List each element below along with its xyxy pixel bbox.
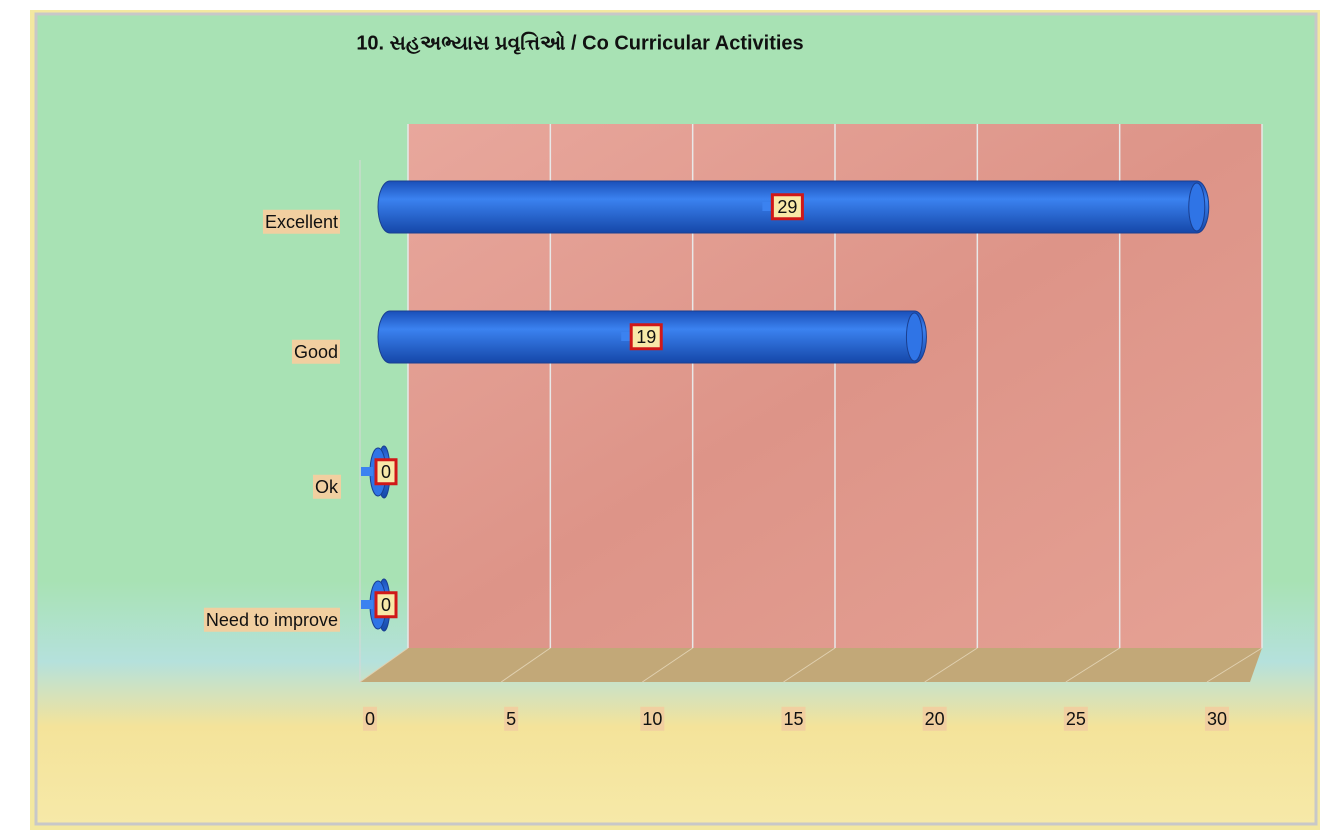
label-background bbox=[922, 706, 947, 731]
label-background bbox=[640, 706, 665, 731]
floor-grid-line bbox=[359, 647, 409, 683]
label-leader bbox=[621, 332, 634, 341]
label-background bbox=[629, 323, 663, 351]
floor-grid-line bbox=[642, 647, 693, 683]
x-tick-label: 20 bbox=[925, 709, 945, 729]
x-tick-label: 5 bbox=[506, 709, 516, 729]
floor-grid-line bbox=[924, 647, 978, 683]
label-background bbox=[374, 458, 398, 486]
data-label: 19 bbox=[636, 327, 656, 347]
y-tick-label: Need to improve bbox=[206, 610, 338, 630]
y-tick-label: Good bbox=[294, 342, 338, 362]
floor-grid-line bbox=[1065, 647, 1120, 683]
y-tick-label: Ok bbox=[315, 477, 339, 497]
label-leader bbox=[361, 600, 373, 609]
bar-cap bbox=[905, 312, 923, 362]
label-background bbox=[262, 209, 340, 234]
label-background bbox=[203, 607, 340, 632]
label-background bbox=[374, 591, 398, 619]
floor-grid-line bbox=[783, 647, 836, 683]
label-background bbox=[781, 706, 806, 731]
x-tick-label: 10 bbox=[642, 709, 662, 729]
x-tick-label: 0 bbox=[365, 709, 375, 729]
label-background bbox=[291, 339, 340, 364]
x-tick-label: 25 bbox=[1066, 709, 1086, 729]
label-background bbox=[312, 474, 341, 499]
label-leader bbox=[361, 467, 373, 476]
label-leader bbox=[762, 202, 775, 211]
data-label: 29 bbox=[777, 197, 797, 217]
floor-grid-line bbox=[500, 647, 551, 683]
bar-cap bbox=[1188, 182, 1206, 232]
plot-floor bbox=[360, 648, 1262, 682]
x-tick-label: 15 bbox=[783, 709, 803, 729]
y-tick-label: Excellent bbox=[265, 212, 338, 232]
label-background bbox=[770, 193, 804, 221]
floor-grid-line bbox=[1206, 647, 1263, 683]
label-background bbox=[362, 706, 378, 731]
label-background bbox=[1063, 706, 1088, 731]
data-label: 0 bbox=[381, 595, 391, 615]
x-tick-label: 30 bbox=[1207, 709, 1227, 729]
label-background bbox=[504, 706, 519, 731]
chart-title: 10. સહઅભ્યાસ પ્રવૃત્તિઓ / Co Curricular … bbox=[356, 30, 803, 55]
data-label: 0 bbox=[381, 462, 391, 482]
label-background bbox=[1204, 706, 1230, 731]
